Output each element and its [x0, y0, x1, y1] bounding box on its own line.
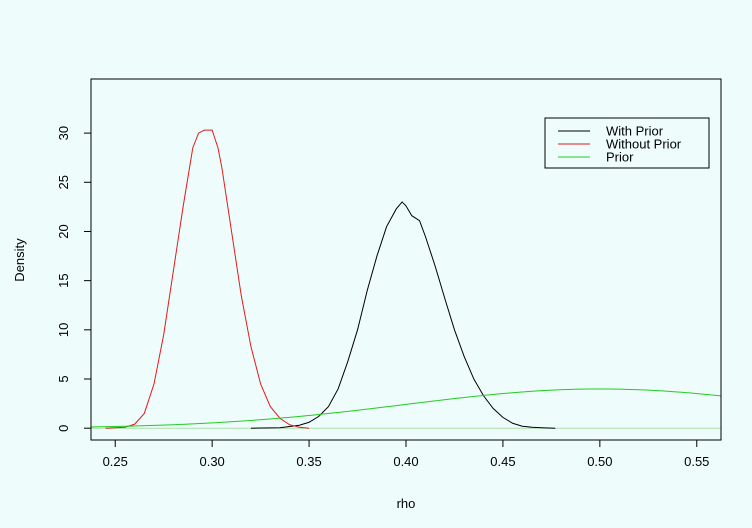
series-line-prior — [91, 388, 721, 428]
plot-marks — [91, 129, 721, 429]
x-tick-label: 0.55 — [684, 454, 709, 469]
y-tick-label: 30 — [56, 126, 71, 140]
y-tick-label: 5 — [56, 375, 71, 382]
series-line-with-prior — [250, 201, 556, 429]
series-line-without-prior — [105, 129, 310, 429]
y-axis-label: Density — [12, 238, 27, 282]
axes: 0.25 0.30 0.35 0.40 0.45 0.50 0.55 0 5 10 15 20 25 30 — [56, 126, 709, 469]
legend: With Prior Without Prior Prior — [544, 117, 710, 169]
legend-label-without-prior: Without Prior — [606, 137, 682, 152]
legend-label-with-prior: With Prior — [606, 124, 664, 139]
x-tick-label: 0.35 — [296, 454, 321, 469]
x-axis-label: rho — [397, 496, 416, 511]
y-tick-label: 25 — [56, 175, 71, 189]
x-tick-label: 0.30 — [199, 454, 224, 469]
legend-box — [544, 117, 710, 169]
x-tick-label: 0.40 — [393, 454, 418, 469]
y-tick-label: 15 — [56, 273, 71, 287]
x-tick-label: 0.50 — [587, 454, 612, 469]
x-tick-label: 0.45 — [490, 454, 515, 469]
y-tick-label: 10 — [56, 323, 71, 337]
y-tick-label: 20 — [56, 224, 71, 238]
legend-label-prior: Prior — [606, 150, 634, 165]
y-tick-label: 0 — [56, 425, 71, 432]
x-tick-label: 0.25 — [103, 454, 128, 469]
